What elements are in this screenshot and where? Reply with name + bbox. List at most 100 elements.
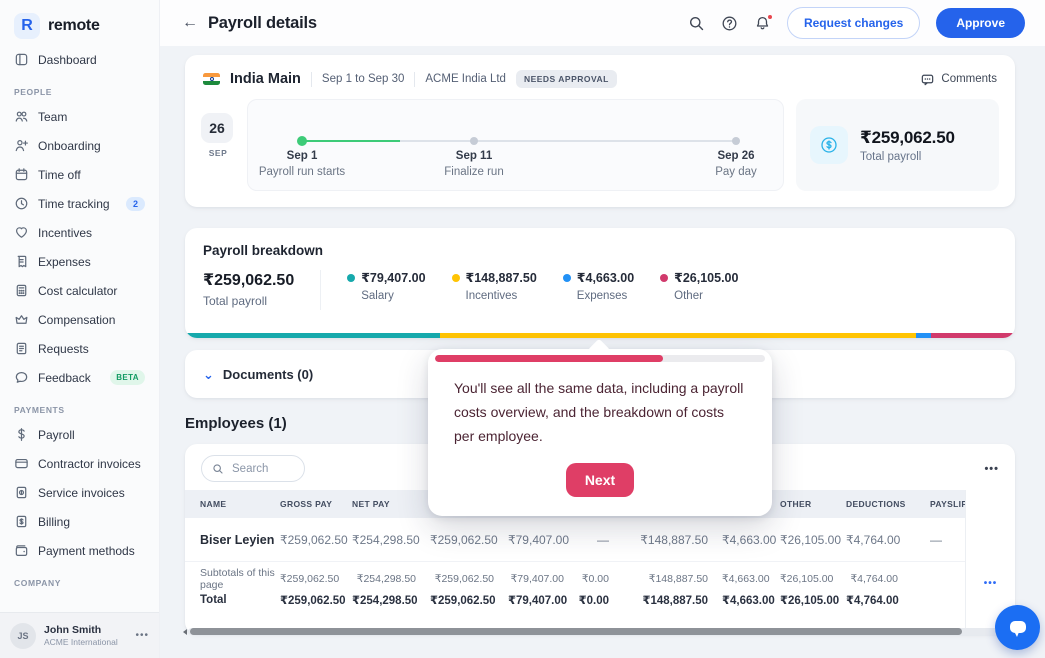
documents-label: Documents (0) [222, 366, 314, 382]
search-icon[interactable] [688, 15, 705, 32]
subtotals-row: Subtotals of this page ₹259,062.50 ₹254,… [200, 567, 898, 591]
request-doc-icon [16, 342, 27, 355]
total-payroll-label: Total payroll [860, 150, 922, 163]
bar-segment-other [931, 333, 1015, 338]
avatar: JS [10, 622, 36, 649]
user-more-icon[interactable]: ••• [135, 630, 149, 641]
row-actions-icon[interactable]: ••• [983, 578, 998, 589]
legend-other: ₹26,105.00 Other [660, 270, 738, 302]
total-payroll-panel: ₹259,062.50 Total payroll [796, 99, 999, 191]
invoice-icon [16, 486, 27, 499]
pay-date-day: 26 [201, 113, 233, 143]
employees-card: ••• NAME GROSS PAY NET PAY EXPENSES OTHE… [185, 444, 1015, 634]
employees-heading: Employees (1) [185, 415, 287, 432]
milestone-dot-payday [732, 137, 740, 145]
receipt-icon [17, 255, 27, 268]
sidebar-item-billing[interactable]: Billing [0, 507, 159, 536]
search-icon [213, 463, 223, 474]
chat-widget-button[interactable] [995, 605, 1040, 650]
sidebar-item-compensation[interactable]: Compensation [0, 305, 159, 334]
page-title: Payroll details [208, 13, 317, 32]
pay-date-tile: 26 SEP [201, 99, 235, 191]
user-name: John Smith [44, 623, 102, 636]
legend-salary: ₹79,407.00 Salary [347, 270, 426, 302]
other-dot [660, 273, 669, 282]
legend-expenses: ₹4,663.00 Expenses [562, 270, 634, 302]
incentives-dot [451, 273, 460, 282]
content: India Main Sep 1 to Sep 30 ACME India Lt… [160, 46, 1045, 658]
totals-row: Total ₹259,062.50 ₹254,298.50 ₹259,062.5… [200, 594, 899, 607]
sidebar-item-payment-methods[interactable]: Payment methods [0, 536, 159, 565]
horizontal-scrollbar-thumb[interactable] [190, 628, 962, 635]
payroll-breakdown-card: Payroll breakdown ₹259,062.50 Total payr… [185, 228, 1015, 338]
india-flag-icon [203, 73, 220, 85]
chat-bubble-icon [15, 372, 28, 383]
dashboard-icon [15, 53, 28, 66]
notification-dot [766, 13, 773, 20]
notifications-bell-icon[interactable] [754, 13, 773, 32]
calculator-icon [16, 284, 27, 297]
sidebar-item-feedback[interactable]: Feedback BETA [0, 363, 159, 392]
sidebar-section-people: PEOPLE [14, 87, 53, 97]
status-badge: NEEDS APPROVAL [515, 70, 617, 88]
sidebar: R remote Dashboard PEOPLE Team Onboardin… [0, 0, 160, 658]
help-icon[interactable] [721, 15, 738, 32]
user-menu[interactable]: JS John Smith ACME International ••• [0, 612, 159, 658]
sidebar-item-cost-calculator[interactable]: Cost calculator [0, 276, 159, 305]
scroll-left-arrow[interactable] [183, 629, 187, 635]
sidebar-item-onboarding[interactable]: Onboarding [0, 131, 159, 160]
clock-icon [15, 197, 28, 210]
sidebar-item-team[interactable]: Team [0, 102, 159, 131]
employee-name: Biser Leyien [200, 532, 275, 547]
chevron-down-icon[interactable]: ⌄ [203, 366, 214, 382]
bar-segment-expenses [916, 333, 932, 338]
request-changes-button[interactable]: Request changes [786, 7, 921, 39]
sidebar-item-time-tracking[interactable]: Time tracking 2 [0, 189, 159, 218]
team-icon [15, 111, 28, 122]
brand-logo[interactable]: R remote [0, 0, 159, 45]
time-tracking-badge: 2 [125, 196, 145, 211]
sidebar-section-payments: PAYMENTS [14, 405, 65, 415]
coin-icon [810, 126, 848, 164]
next-button[interactable]: Next [565, 463, 635, 498]
sidebar-item-contractor-invoices[interactable]: Contractor invoices [0, 449, 159, 478]
remote-logo-icon: R [14, 13, 40, 39]
main-area: ← Payroll details Request changes Approv… [160, 0, 1045, 658]
timeline-progress [302, 140, 400, 142]
employee-search[interactable] [201, 455, 305, 482]
sidebar-item-dashboard[interactable]: Dashboard [0, 45, 159, 74]
card-icon [15, 458, 28, 469]
breakdown-total-amount: ₹259,062.50 [203, 272, 295, 289]
payroll-country: India Main [230, 71, 301, 87]
salary-dot [347, 273, 356, 282]
tour-tooltip: You'll see all the same data, including … [428, 349, 772, 517]
sidebar-item-payroll[interactable]: Payroll [0, 420, 159, 449]
timeline-track [302, 140, 736, 142]
sidebar-item-expenses[interactable]: Expenses [0, 247, 159, 276]
topbar: ← Payroll details Request changes Approv… [160, 0, 1045, 46]
tour-progress-track [435, 355, 765, 362]
legend-incentives: ₹148,887.50 Incentives [451, 270, 537, 302]
calendar-icon [15, 168, 28, 181]
chat-icon [1009, 620, 1026, 637]
milestone-dot-finalize [470, 137, 478, 145]
milestone-dot-start [297, 136, 307, 146]
bar-segment-incentives [439, 333, 917, 338]
back-arrow-icon[interactable]: ← [182, 14, 198, 31]
sidebar-item-time-off[interactable]: Time off [0, 160, 159, 189]
table-more-icon[interactable]: ••• [984, 462, 999, 475]
employee-row[interactable]: Biser Leyien ₹259,062.50 ₹254,298.50 ₹25… [185, 518, 1015, 562]
sidebar-item-service-invoices[interactable]: Service invoices [0, 478, 159, 507]
payroll-run-card: India Main Sep 1 to Sep 30 ACME India Lt… [185, 55, 1015, 207]
comment-icon [922, 74, 934, 85]
breakdown-bar [185, 333, 1015, 338]
sidebar-item-requests[interactable]: Requests [0, 334, 159, 363]
approve-button[interactable]: Approve [936, 8, 1025, 38]
payroll-entity: ACME India Ltd [425, 73, 506, 85]
search-input[interactable] [230, 461, 290, 476]
wallet-icon [15, 545, 28, 556]
payroll-period: Sep 1 to Sep 30 [321, 73, 405, 85]
comments-button[interactable]: Comments [920, 72, 997, 87]
sidebar-item-incentives[interactable]: Incentives [0, 218, 159, 247]
feedback-beta-badge: BETA [110, 370, 145, 385]
